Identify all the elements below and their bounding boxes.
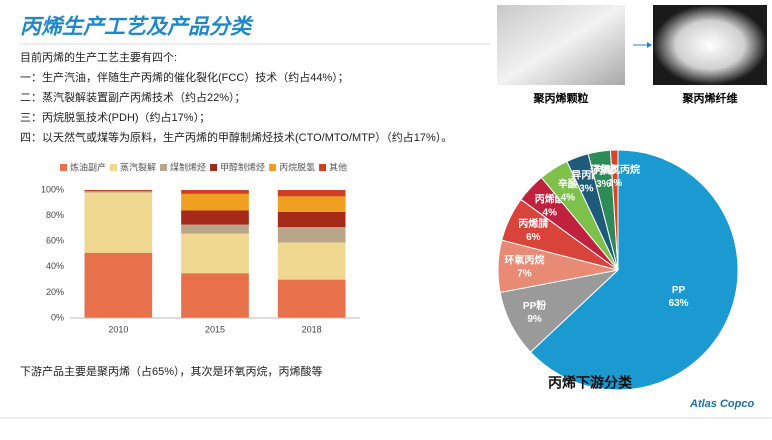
bar-segment bbox=[277, 242, 346, 280]
legend-swatch bbox=[60, 164, 67, 171]
slice-value-label: 63% bbox=[669, 298, 689, 309]
legend-swatch bbox=[160, 164, 168, 171]
legend-label: 炼油副产 bbox=[70, 161, 106, 172]
slice-value-label: 1% bbox=[608, 178, 623, 189]
x-tick-label: 2010 bbox=[108, 324, 128, 334]
item-text: 二：蒸汽裂解装置副产丙烯技术（约占22%）； bbox=[20, 90, 246, 104]
legend-swatch bbox=[110, 164, 118, 171]
y-tick-label: 60% bbox=[46, 236, 64, 246]
slide-title: 丙烯生产工艺及产品分类 bbox=[20, 15, 254, 39]
bar-segment bbox=[181, 224, 249, 234]
bar-segment bbox=[181, 273, 249, 318]
photo-caption: 聚丙烯纤维 bbox=[682, 91, 738, 105]
y-tick-label: 20% bbox=[46, 287, 64, 297]
product-photo bbox=[653, 5, 767, 85]
bar-segment bbox=[84, 192, 153, 253]
slice-label: PP bbox=[672, 285, 686, 296]
product-photo bbox=[497, 5, 625, 85]
slice-label: 丙烯 bbox=[593, 164, 613, 177]
pie-slice bbox=[609, 149, 619, 271]
slice-value-label: 7% bbox=[517, 269, 532, 280]
y-tick-label: 0% bbox=[51, 312, 64, 322]
legend-swatch bbox=[269, 164, 277, 171]
legend-label: 丙烷脱氢 bbox=[279, 161, 315, 172]
photo-caption: 聚丙烯颗粒 bbox=[533, 91, 589, 105]
bar-segment bbox=[181, 210, 249, 225]
slice-value-label: 3% bbox=[579, 184, 594, 195]
bar-segment bbox=[277, 190, 346, 197]
slice-value-label: 9% bbox=[527, 314, 542, 325]
legend-swatch bbox=[210, 164, 218, 171]
slice-label: PP粉 bbox=[523, 299, 546, 312]
bar-segment bbox=[84, 191, 153, 193]
bar-segment bbox=[277, 211, 346, 228]
bar-segment bbox=[277, 279, 346, 318]
item-text: 三：丙烷脱氢技术(PDH)（约占17%）； bbox=[20, 110, 210, 124]
x-tick-label: 2015 bbox=[205, 324, 225, 334]
legend-label: 其他 bbox=[329, 161, 347, 172]
slice-label: 丙烯腈 bbox=[518, 217, 548, 230]
x-tick-label: 2018 bbox=[302, 324, 322, 334]
pie-slice bbox=[529, 149, 739, 391]
item-text: 一：生产汽油，伴随生产丙烯的催化裂化(FCC）技术（约占44%）； bbox=[20, 70, 349, 84]
slice-value-label: 4% bbox=[543, 208, 558, 219]
legend-label: 煤制烯烃 bbox=[170, 161, 206, 172]
bar-segment bbox=[181, 193, 249, 211]
item-text: 四：以天然气或煤等为原料，生产丙烯的甲醇制烯烃技术(CTO/MTO/MTP）（约… bbox=[20, 130, 452, 144]
bar-segment bbox=[277, 196, 346, 212]
legend-label: 蒸汽裂解 bbox=[120, 161, 156, 172]
logo: Atlas Copco bbox=[689, 398, 754, 410]
slice-value-label: 6% bbox=[526, 232, 541, 243]
charts: 炼油副产 蒸汽裂解 煤制烯烃 甲醇制烯烃 丙烷脱氢 其他 0% 20% 40% 60% 80% 100… bbox=[41, 149, 739, 391]
intro-text: 目前丙烯的生产工艺主要有四个: bbox=[20, 50, 177, 64]
bar-segment bbox=[84, 190, 153, 192]
slice-label: 环氧氯丙烷 bbox=[590, 163, 640, 176]
slice-value-label: 4% bbox=[561, 193, 576, 204]
y-tick-label: 80% bbox=[46, 210, 64, 220]
chart-title: 丙烯下游分类 bbox=[548, 375, 633, 391]
slice-value-label: 3% bbox=[596, 179, 611, 190]
y-tick-label: 40% bbox=[46, 261, 64, 271]
bar-segment bbox=[84, 252, 153, 318]
legend-label: 甲醇制烯烃 bbox=[220, 161, 265, 172]
arrow-head bbox=[647, 42, 652, 48]
bar-segment bbox=[277, 227, 346, 243]
legend-swatch bbox=[319, 164, 327, 171]
y-tick-label: 100% bbox=[41, 184, 64, 194]
slice-label: 环氧丙烷 bbox=[504, 254, 544, 267]
bar-segment bbox=[181, 190, 249, 194]
bar-segment bbox=[181, 233, 249, 274]
slice-label: 辛酸 bbox=[558, 178, 579, 191]
footer-note: 下游产品主要是聚丙烯（占65%），其次是环氧丙烷，丙烯酸等 bbox=[20, 364, 323, 378]
